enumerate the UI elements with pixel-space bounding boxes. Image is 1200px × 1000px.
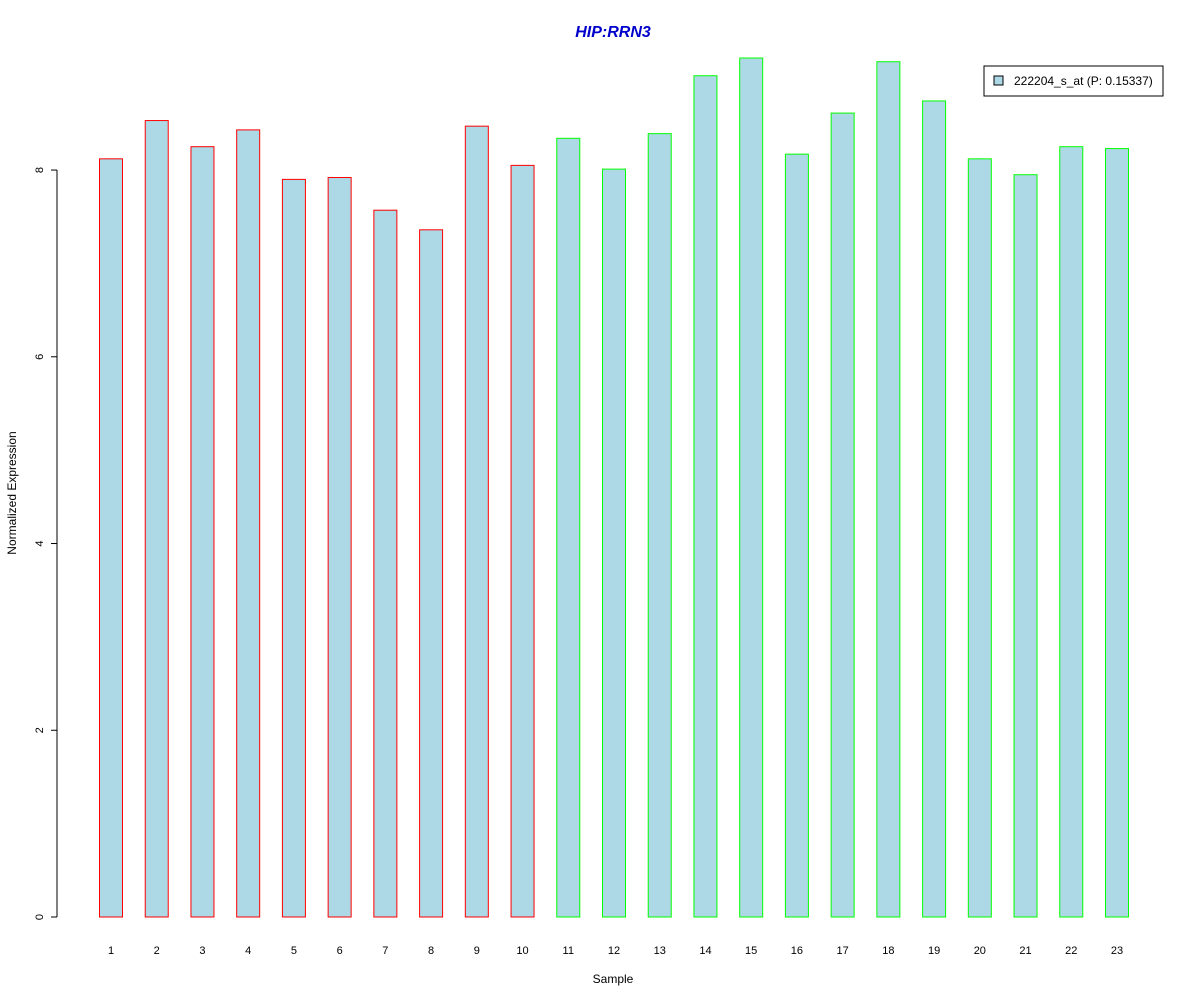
bar-sample-4 (236, 129, 261, 918)
bar-sample-12 (602, 168, 626, 918)
x-tick-label: 11 (563, 945, 574, 957)
bar-sample-9 (464, 125, 489, 918)
legend: 222204_s_at (P: 0.15337) (983, 65, 1164, 97)
bar-sample-20 (967, 158, 992, 918)
x-tick-label: 23 (1111, 945, 1123, 957)
bar-sample-8 (419, 229, 444, 918)
x-tick-label: 6 (337, 945, 343, 957)
y-axis-title: Normalized Expression (5, 431, 19, 554)
x-tick-label: 17 (837, 945, 849, 957)
y-tick-label: 4 (34, 540, 46, 546)
legend-label: 222204_s_at (P: 0.15337) (1014, 74, 1153, 88)
x-tick-label: 20 (974, 945, 986, 957)
bar-sample-21 (1013, 174, 1038, 918)
x-tick-label: 10 (516, 945, 528, 957)
y-tick-label: 8 (34, 167, 46, 173)
bar-sample-19 (922, 100, 947, 918)
x-tick-label: 2 (154, 945, 160, 957)
bar-sample-11 (556, 137, 581, 918)
x-tick-label: 18 (882, 945, 894, 957)
bar-sample-23 (1105, 148, 1129, 918)
bar-sample-1 (99, 158, 123, 918)
y-axis: 0 2 4 6 8 (34, 167, 58, 920)
x-tick-label: 4 (245, 945, 251, 957)
x-tick-label: 19 (928, 945, 940, 957)
bar-sample-6 (327, 177, 352, 918)
bar-sample-22 (1059, 146, 1084, 918)
y-tick-label: 0 (34, 914, 46, 920)
bar-sample-5 (281, 178, 306, 918)
x-tick-label: 16 (791, 945, 803, 957)
bar-sample-2 (144, 120, 169, 918)
bar-sample-7 (373, 209, 398, 918)
chart-title: HIP:RRN3 (575, 24, 651, 41)
bar-sample-10 (510, 164, 535, 918)
x-tick-label: 21 (1019, 945, 1031, 957)
x-tick-label: 22 (1065, 945, 1077, 957)
y-tick-label: 2 (34, 727, 46, 733)
x-tick-label: 3 (199, 945, 205, 957)
bar-sample-3 (190, 146, 215, 918)
x-tick-label: 7 (382, 945, 388, 957)
legend-swatch (993, 75, 1004, 86)
x-tick-label: 9 (474, 945, 480, 957)
bar-sample-16 (784, 153, 809, 918)
bar-sample-18 (876, 61, 901, 918)
bar-sample-15 (739, 57, 764, 918)
x-tick-label: 12 (608, 945, 620, 957)
x-tick-label: 15 (745, 945, 757, 957)
legend-box (983, 65, 1164, 97)
x-tick-label: 13 (654, 945, 666, 957)
x-axis-title: Sample (593, 972, 634, 986)
x-tick-label: 8 (428, 945, 434, 957)
bar-sample-13 (647, 133, 672, 918)
y-tick-label: 6 (34, 354, 46, 360)
x-tick-label: 14 (699, 945, 711, 957)
bar-sample-17 (830, 112, 855, 918)
bar-sample-14 (693, 75, 718, 918)
bars (99, 57, 1129, 918)
x-tick-label: 5 (291, 945, 297, 957)
x-axis-labels: 1 2 3 4 5 6 7 8 9 10 11 12 13 14 15 16 17 18 19 20 21 22 23 (108, 945, 1123, 957)
x-tick-label: 1 (108, 945, 114, 957)
